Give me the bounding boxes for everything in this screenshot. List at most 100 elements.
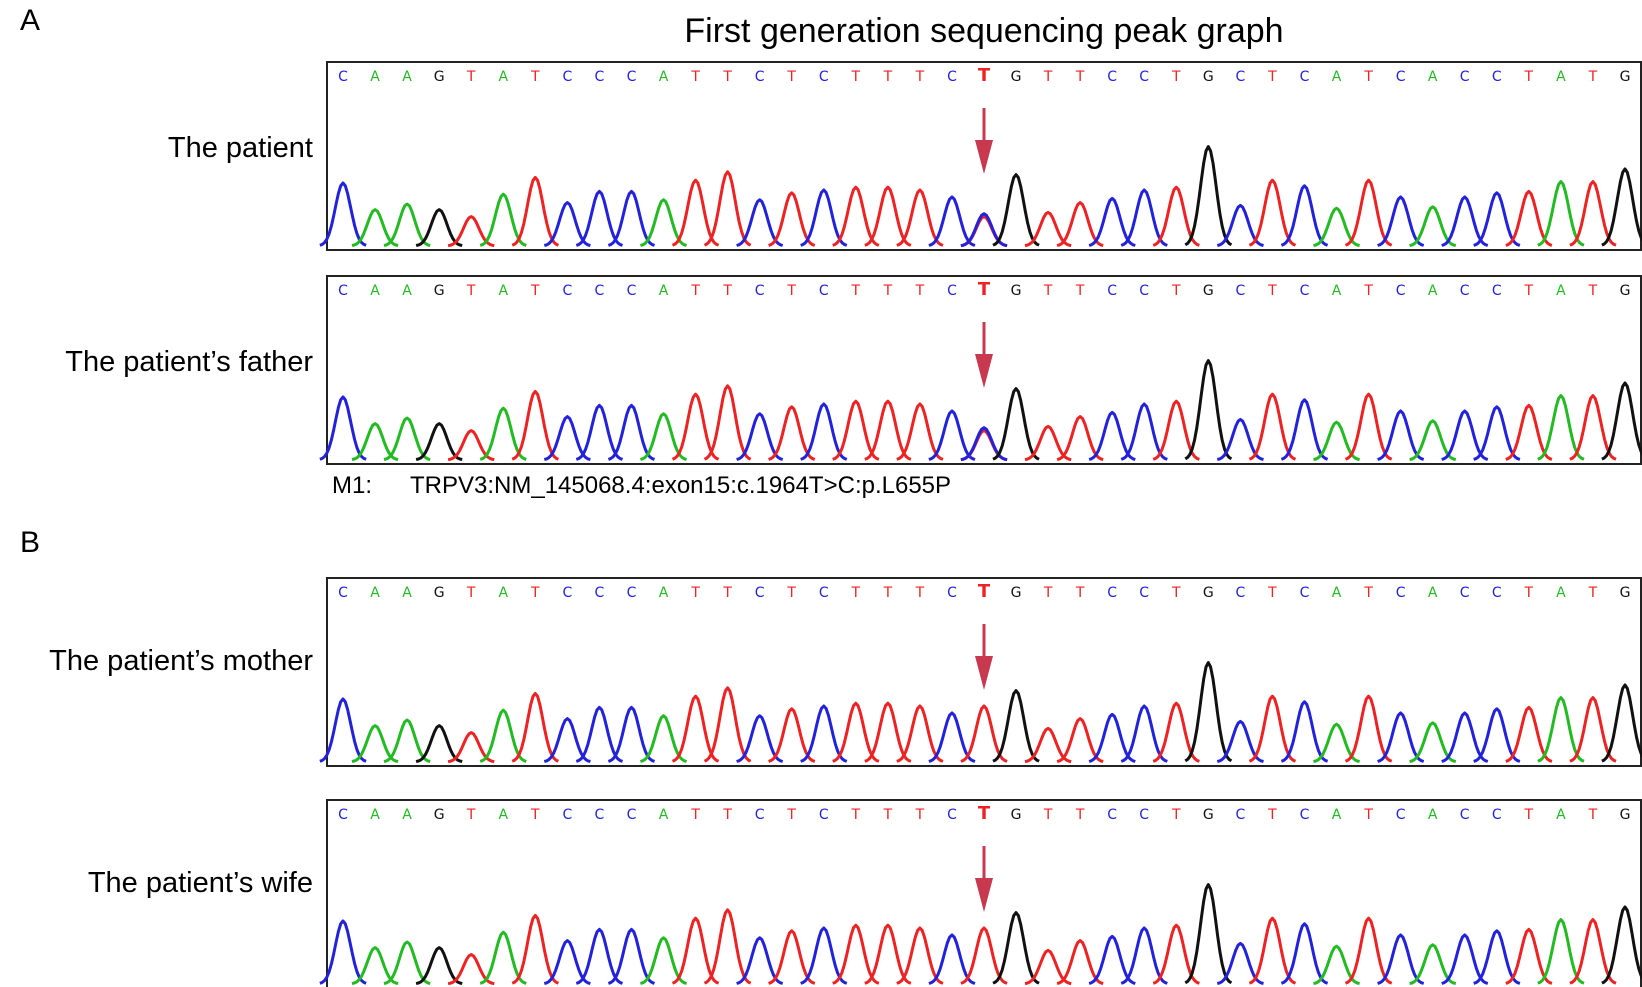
base-call-letter: T [1043,69,1053,85]
base-call-letter: T [1075,69,1085,85]
base-call-letter: T [851,585,861,601]
chromatogram-peak [511,389,559,461]
base-call-letter: T [530,585,540,601]
base-call-letter: C [1300,69,1310,85]
base-call-letter: T [978,65,991,86]
base-call-letter: C [595,807,605,823]
base-call-letter: C [1396,807,1406,823]
base-call-letter: T [883,283,893,299]
base-call-letter: C [947,69,957,85]
base-call-letter: T [1524,283,1534,299]
base-call-letter: C [1492,69,1502,85]
base-call-letter: C [819,807,829,823]
base-call-letter: C [947,283,957,299]
chromatogram-peak [1280,922,1329,985]
base-call-letter: G [434,283,445,299]
chromatogram-peak [1280,184,1329,247]
base-call-letter: T [466,585,476,601]
base-call-letter: A [1556,807,1566,823]
chromatogram-peak [1344,916,1393,985]
base-call-letter: G [1620,807,1631,823]
base-call-letter: C [819,283,829,299]
chromatogram-peak [1184,359,1233,461]
chromatogram-peak [992,911,1040,985]
chromatogram-panels: The patient C A A G T A T C C C A T T C T C T T T C T G T T C C T G C… [49,61,1642,987]
chromatogram-peak [415,946,463,986]
base-call-letter: A [659,283,669,299]
chromatogram-peak [319,395,367,461]
base-call-letter: C [1460,69,1470,85]
base-call-letter: C [755,283,765,299]
base-call-letter: T [722,807,732,823]
base-call-letter: T [1267,283,1277,299]
base-call-letter: T [722,69,732,85]
mutation-arrow-head [975,140,993,174]
sample-label: The patient’s mother [49,645,313,677]
base-call-letter: T [786,585,796,601]
base-call-letter: C [595,585,605,601]
chromatogram-peak [319,919,367,985]
chromatogram-peak [511,175,559,247]
base-call-letter: T [851,283,861,299]
base-call-letter: T [1363,807,1373,823]
chromatogram-peak [607,189,655,247]
base-call-letter: T [1043,283,1053,299]
base-call-letter: C [1396,283,1406,299]
chromatogram-peak [703,170,752,247]
base-call-letter: A [659,69,669,85]
chromatogram-peak [703,908,752,985]
base-call-letter: G [1203,69,1214,85]
base-call-letter: G [1011,807,1022,823]
base-call-letter: C [1460,283,1470,299]
base-call-letter: T [530,283,540,299]
panel-letter-a: A [20,4,40,37]
base-call-letter: C [338,585,348,601]
base-call-letter: A [499,585,509,601]
trace-frame [326,799,1642,987]
sample-panel: The patient C A A G T A T C C C A T T C T C T T T C T G T T C C T G C… [168,61,1642,251]
base-call-letter: C [338,283,348,299]
base-call-letter: C [1236,585,1246,601]
base-call-letter: A [499,807,509,823]
base-call-letter: C [1300,585,1310,601]
base-call-letter: A [402,283,412,299]
base-call-letter: T [466,69,476,85]
base-call-letter: T [690,69,700,85]
base-call-letter: T [978,581,991,602]
chromatogram-peak [511,691,559,763]
base-call-letter: C [595,69,605,85]
base-call-letter: T [530,807,540,823]
chromatogram-peak [928,195,976,247]
base-call-letter: A [659,585,669,601]
base-call-letter: G [1011,69,1022,85]
base-call-letter: A [1428,585,1438,601]
sample-label: The patient’s wife [88,867,313,899]
base-call-letter: G [1203,283,1214,299]
base-call-letter: T [1171,585,1181,601]
chromatogram-peak [1601,905,1642,985]
base-call-letter: C [1492,585,1502,601]
chromatogram-peak [896,704,944,763]
base-call-letter: T [466,283,476,299]
base-call-letter: T [1588,807,1598,823]
base-call-letter: C [1396,585,1406,601]
base-call-letter: T [851,807,861,823]
base-call-letter: T [978,279,991,300]
trace-frame [326,275,1642,465]
base-call-letter: A [402,585,412,601]
chromatogram-peak [1344,392,1393,461]
base-call-letter: C [1139,69,1149,85]
mutation-arrow-head [975,656,993,690]
base-call-letter: T [786,283,796,299]
chromatogram-peak [1377,409,1425,461]
base-call-letter: T [1363,283,1373,299]
chromatogram-peak [1280,398,1329,461]
base-call-letter: T [1524,807,1534,823]
base-call-letter: A [402,807,412,823]
base-call-letter: C [595,283,605,299]
chromatogram-peak [896,926,944,985]
base-call-letter: C [1492,283,1502,299]
base-call-letter: C [1139,283,1149,299]
mutation-arrow-head [975,878,993,912]
base-call-letter: G [434,585,445,601]
